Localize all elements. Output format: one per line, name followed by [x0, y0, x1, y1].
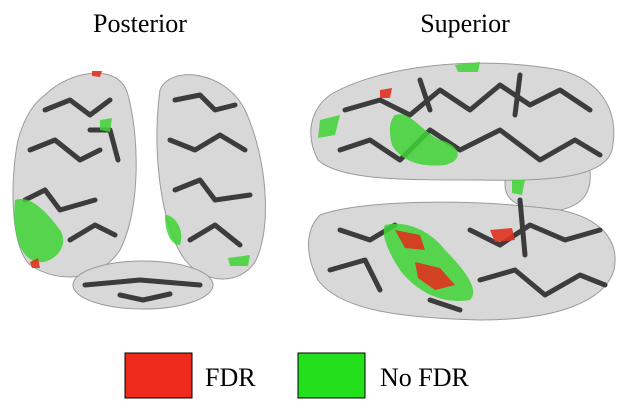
panel-title: Posterior [93, 9, 187, 38]
posterior-view [13, 71, 265, 309]
legend-swatch [125, 353, 192, 398]
superior-view [308, 62, 615, 320]
panel-title: Superior [420, 9, 510, 38]
legend-label: FDR [205, 363, 256, 392]
figure: Posterior Superior FDR No FDR [0, 0, 625, 403]
legend-label: No FDR [380, 363, 470, 392]
legend-swatch [298, 353, 365, 398]
